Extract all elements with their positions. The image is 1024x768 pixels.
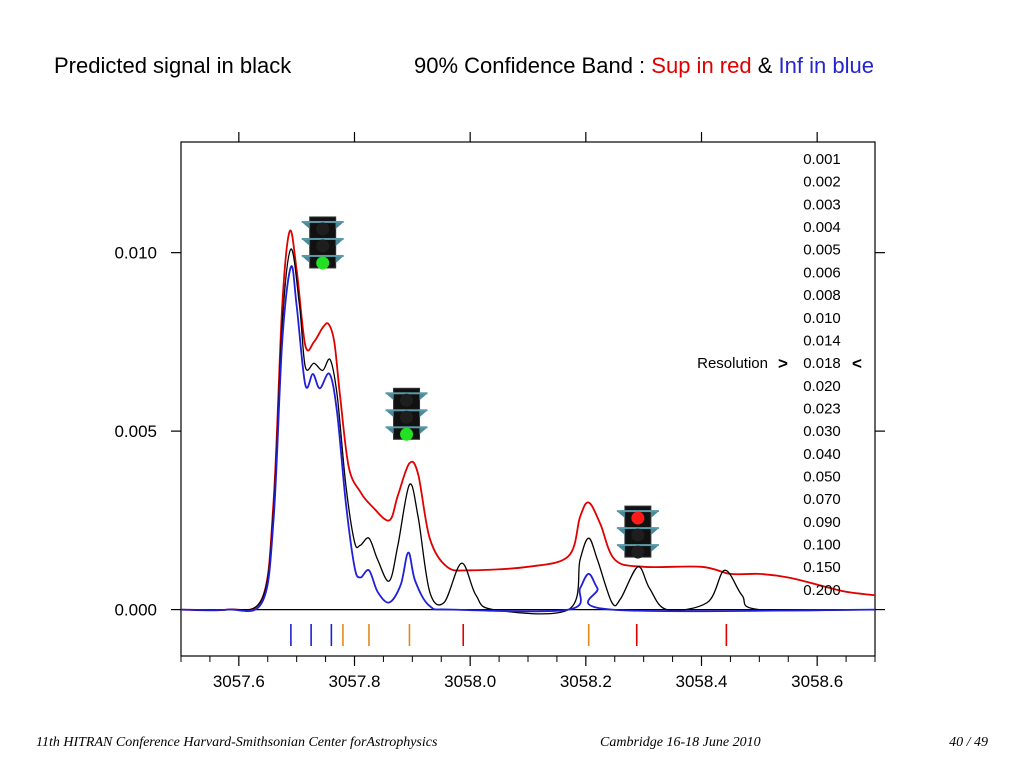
traffic-light-visor [301,238,310,246]
traffic-light-hood [616,544,659,547]
traffic-light-lamp [400,393,414,407]
traffic-light-visor [419,393,428,401]
resolution-value: 0.006 [803,264,841,281]
predicted-curve [181,248,875,615]
x-tick-label: 3058.2 [560,672,612,691]
y-tick-label: 0.000 [114,601,157,620]
traffic-light-lamp [631,511,645,525]
ampersand: & [757,53,773,78]
x-tick-label: 3058.6 [791,672,843,691]
resolution-value: 0.050 [803,469,841,486]
inf-curve [181,265,875,613]
resolution-value: 0.200 [803,582,841,599]
traffic-light-lamp [400,427,414,441]
traffic-light-visor [616,528,625,536]
inf-label: Inf in blue [778,53,874,78]
x-tick-label: 3058.0 [444,672,496,691]
x-tick-label: 3057.8 [329,672,381,691]
resolution-value: 0.010 [803,310,841,327]
traffic-light-visor [301,255,310,263]
traffic-light-hood [616,510,659,513]
resolution-value: 0.020 [803,378,841,395]
traffic-light-hood [385,409,428,412]
traffic-light-lamp [631,545,645,559]
traffic-light-lamp [316,256,330,270]
traffic-light-hood [301,254,344,257]
traffic-light-hood [616,527,659,530]
x-tick-label: 3057.6 [213,672,265,691]
traffic-light-visor [385,410,394,418]
resolution-value: 0.018 [803,355,841,372]
traffic-light-visor [301,221,310,229]
y-tick-label: 0.010 [114,244,157,263]
resolution-value: 0.023 [803,400,841,417]
traffic-light-visor [616,545,625,553]
traffic-light-visor [335,255,344,263]
traffic-light-visor [650,528,659,536]
footer-conference: 11th HITRAN Conference Harvard-Smithsoni… [36,735,438,750]
footer-page-number: 40 / 49 [949,735,988,750]
sup-curve [181,229,875,612]
sup-label: Sup in red [651,53,752,78]
resolution-value: 0.100 [803,537,841,554]
resolution-value: 0.001 [803,151,841,168]
traffic-light-visor [650,511,659,519]
band-label: 90% Confidence Band : [414,53,646,78]
resolution-value: 0.040 [803,446,841,463]
traffic-light-visor [419,427,428,435]
traffic-light-lamp [316,239,330,253]
resolution-selected-right-mark: < [852,354,862,373]
header-left-title: Predicted signal in black [54,53,292,78]
x-tick-label: 3058.4 [676,672,728,691]
header-right-title: 90% Confidence Band : Sup in red & Inf i… [414,53,874,79]
traffic-light-hood [301,237,344,240]
traffic-light-visor [419,410,428,418]
traffic-light-visor [335,238,344,246]
traffic-light-green-icon [385,387,428,441]
resolution-value: 0.004 [803,219,841,236]
traffic-light-visor [616,511,625,519]
resolution-value: 0.005 [803,242,841,259]
resolution-selected-left-mark: > [778,354,788,373]
resolution-value: 0.003 [803,196,841,213]
traffic-light-lamp [400,410,414,424]
traffic-light-lamp [631,528,645,542]
traffic-light-visor [650,545,659,553]
resolution-value: 0.030 [803,423,841,440]
resolution-value: 0.002 [803,174,841,191]
resolution-value: 0.090 [803,514,841,531]
traffic-light-hood [301,220,344,223]
traffic-light-visor [385,393,394,401]
plot-frame [180,141,876,657]
traffic-light-hood [385,426,428,429]
resolution-value: 0.070 [803,491,841,508]
footer-location-date: Cambridge 16-18 June 2010 [600,735,761,750]
traffic-light-lamp [316,222,330,236]
traffic-light-green-icon [301,216,344,270]
resolution-value: 0.008 [803,287,841,304]
traffic-light-hood [385,392,428,395]
resolution-label: Resolution [697,355,768,372]
traffic-light-visor [385,427,394,435]
y-tick-label: 0.005 [114,422,157,441]
resolution-value: 0.014 [803,332,841,349]
traffic-light-red-icon [616,505,659,559]
resolution-value: 0.150 [803,559,841,576]
traffic-light-visor [335,221,344,229]
